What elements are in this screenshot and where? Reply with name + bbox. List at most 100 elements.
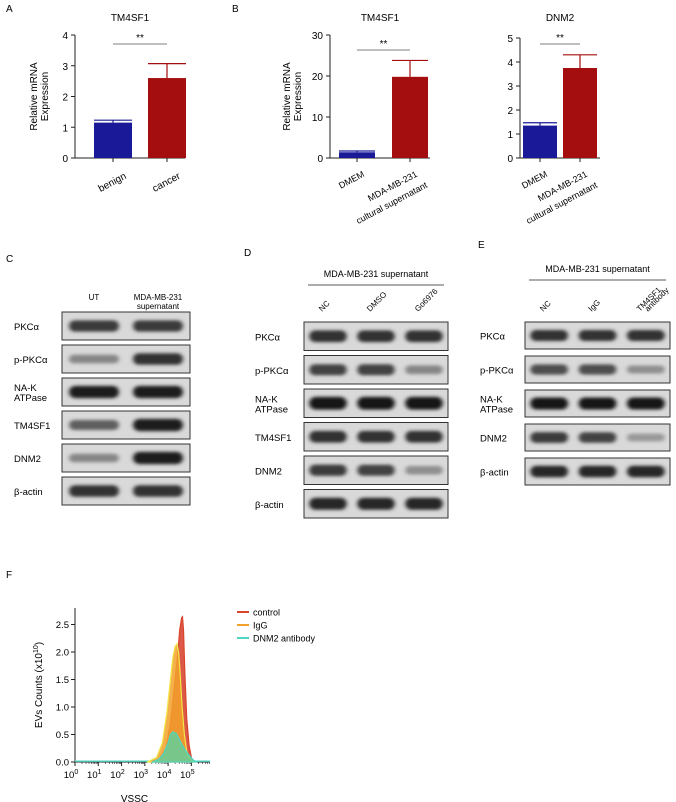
blot-band [530,329,569,342]
blot-band [578,397,617,410]
blot-band [626,329,665,342]
chart-a-tm4sf1: TM4SF1 0 1 2 3 4 Relative mRNA Expression benign… [29,13,186,195]
blot-band [309,364,347,376]
y-axis-label: EVs Counts (x1010) [33,642,45,728]
blot-row-label: NA-K [480,395,503,406]
blot-band [69,485,119,497]
blot-band [309,464,347,476]
blot-band [578,329,617,342]
blot-row-label: TM4SF1 [14,421,50,432]
x-tick-base: 10 [134,770,145,781]
x-tick-exp: 5 [191,769,195,776]
panel-label-e: E [478,240,485,251]
blot-band [309,396,347,410]
y-tick-label: 2 [62,93,68,104]
y-tick-label: 0 [507,154,513,165]
y-tick-label: 30 [312,31,324,42]
x-tick-exp: 3 [144,769,148,776]
blot-row-label: PKCα [14,322,40,333]
y-tick-label: 1.0 [56,703,69,714]
y-tick-label: 0.0 [56,758,69,769]
x-category-label: cancer [151,171,183,195]
chart-title: TM4SF1 [361,13,400,24]
blot-column-label: Go6976 [413,287,440,314]
x-tick-exp: 4 [167,769,171,776]
significance-label: ** [556,33,564,44]
blot-band [357,464,395,476]
y-tick-label: 4 [62,31,68,42]
x-axis-label: VSSC [121,794,148,802]
blot-band [405,365,443,375]
x-tick-exp: 1 [98,769,102,776]
blot-band [405,396,443,410]
blot-band [133,353,183,365]
x-tick-label: 100 [64,769,79,781]
y-tick-label: 2 [507,106,513,117]
blot-band [309,330,347,343]
y-axis-label: Relative mRNA [282,62,293,131]
blot-band [530,397,569,410]
blot-row-label: ATPase [14,393,47,404]
y-label-part: EVs Counts (x10 [34,653,45,728]
panel-label-d: D [244,248,251,259]
blot-band [133,385,183,399]
chart-title: TM4SF1 [111,13,150,24]
x-tick-label: 103 [134,769,149,781]
blot-band [578,364,617,375]
x-tick-exp: 2 [121,769,125,776]
legend-label: control [253,608,280,618]
blot-band [133,485,183,497]
y-tick-label: 20 [312,72,324,83]
x-tick-base: 10 [64,770,75,781]
blot-band [69,385,119,399]
x-tick-base: 10 [87,770,98,781]
blot-row-label: DNM2 [255,466,282,477]
significance-label: ** [380,39,388,50]
y-axis-label: Relative mRNA [29,62,40,131]
x-tick-base: 10 [180,770,191,781]
blot-row-label: PKCα [480,332,506,343]
blot-band [530,432,569,443]
blot-row-label: p-PKCα [14,355,48,366]
y-label-part: ) [34,642,45,645]
blot-row-label: β-actin [255,500,284,511]
bar-1 [563,68,597,158]
blot-column-label: DMSO [365,290,388,313]
blot-band [357,430,395,443]
blot-band [405,466,443,475]
bar-0 [523,125,557,158]
x-tick-base: 10 [157,770,168,781]
blot-band [309,430,347,443]
blot-band [357,497,395,510]
histogram-dnm2-antibody [151,731,198,763]
blot-column-label: NC [317,299,332,314]
blot-row-label: ATPase [480,405,513,416]
blot-band [69,420,119,430]
y-tick-label: 10 [312,113,324,124]
blot-band [309,497,347,510]
blot-column-label: NC [538,299,553,314]
y-tick-label: 1 [62,123,68,134]
blot-row-label: NA-K [255,394,278,405]
x-tick-base: 10 [110,770,121,781]
blot-band [626,365,665,374]
panel-label-a: A [6,4,13,15]
bar-0 [339,152,375,158]
blot-band [530,465,569,478]
y-tick-label: 3 [62,62,68,73]
y-tick-label: 4 [507,58,513,69]
blot-column-label: UT [89,293,100,302]
blot-band [530,364,569,375]
legend-label: DNM2 antibody [253,634,316,644]
bar-0 [94,122,132,158]
panel-label-f: F [6,570,12,581]
panel-label-c: C [6,254,13,265]
significance-label: ** [136,33,144,44]
chart-title: DNM2 [546,13,575,24]
blot-band [626,433,665,442]
